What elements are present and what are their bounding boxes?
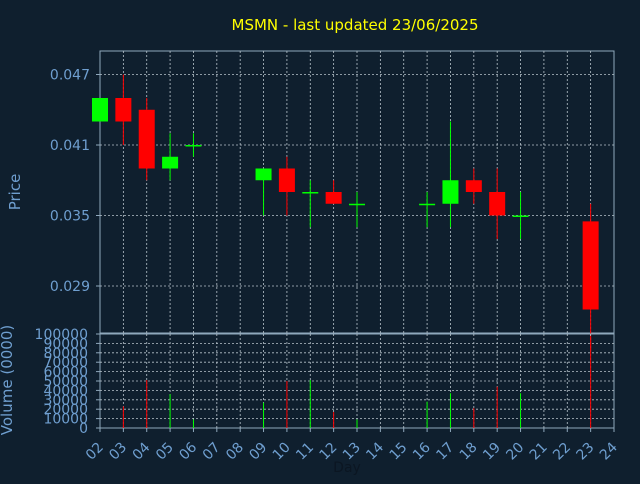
candle-body <box>419 203 436 206</box>
volume-grid <box>100 334 614 428</box>
chart-title: MSMN - last updated 23/06/2025 <box>232 16 479 34</box>
candle-body <box>582 221 599 310</box>
candle-body <box>92 98 108 122</box>
candle-body <box>302 192 319 194</box>
candle-body <box>489 192 506 216</box>
candle-body <box>512 215 529 217</box>
volume-tick-label: 30000 <box>43 393 88 409</box>
volume-tick-label: 100000 <box>35 327 88 343</box>
volume-tick-label: 60000 <box>43 365 88 381</box>
volume-tick-label: 80000 <box>43 346 88 362</box>
volume-tick-label: 70000 <box>43 355 88 371</box>
volume-tick-label: 0 <box>79 421 88 437</box>
volume-tick-label: 50000 <box>43 374 88 390</box>
volume-axis-label: Volume (0000) <box>0 325 16 435</box>
volume-tick-label: 40000 <box>43 383 88 399</box>
price-panel: 0.029 0.035 0.041 0.047 Price <box>6 50 615 351</box>
candle-body <box>465 180 482 192</box>
candle-body <box>255 168 272 181</box>
volume-y-ticks: 0100002000030000400005000060000700008000… <box>35 327 100 437</box>
price-y-ticks: 0.029 0.035 0.041 0.047 <box>50 68 100 295</box>
candle-body <box>442 180 459 204</box>
price-tick-label: 0.047 <box>50 68 90 84</box>
candle-body <box>115 98 132 122</box>
candle-body <box>278 168 295 192</box>
volume-tick-label: 20000 <box>43 402 88 418</box>
candle-body <box>349 203 365 206</box>
price-axis-label: Price <box>6 174 24 211</box>
price-tick-label: 0.029 <box>50 279 90 295</box>
candle-body <box>162 156 179 169</box>
candles <box>92 74 599 351</box>
volume-tick-label: 10000 <box>43 412 88 428</box>
candle-body <box>185 145 202 147</box>
candle-body <box>138 109 155 169</box>
price-tick-label: 0.041 <box>50 138 90 154</box>
price-tick-label: 0.035 <box>50 209 90 225</box>
x-axis-label: Day <box>333 460 361 476</box>
volume-tick-label: 90000 <box>43 336 88 352</box>
candle-body <box>325 192 342 204</box>
volume-bars <box>122 336 592 428</box>
